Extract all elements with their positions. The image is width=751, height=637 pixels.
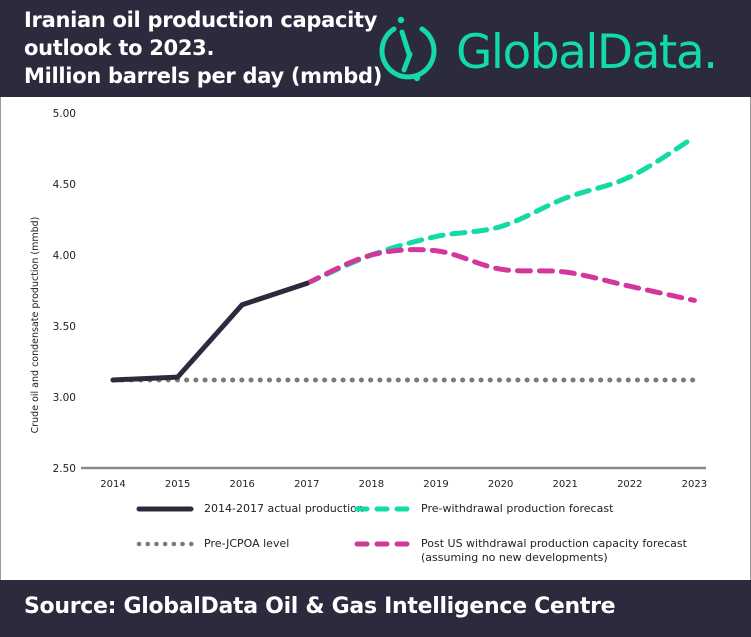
x-tick-label: 2016 [229, 479, 254, 490]
legend-swatch-pre-withdrawal [354, 506, 412, 512]
series-post-withdrawal-line [304, 247, 697, 303]
legend-label-post-line-1: Post US withdrawal production capacity f… [421, 537, 687, 550]
x-tick-label: 2014 [100, 479, 125, 490]
x-tick-label: 2015 [165, 479, 190, 490]
logo-wordmark: GlobalData. [456, 25, 717, 80]
chart-title: Iranian oil production capacity outlook … [24, 6, 382, 90]
legend-label-pre-jcpoa: Pre-JCPOA level [204, 537, 290, 550]
y-tick-label: 2.50 [53, 463, 76, 475]
y-tick-label: 3.50 [53, 321, 76, 333]
x-tick-label: 2018 [359, 479, 384, 490]
legend-swatch-actual [136, 506, 194, 512]
series-pre-withdrawal-line [304, 134, 697, 286]
legend: 2014-2017 actual production Pre-withdraw… [0, 497, 751, 577]
legend-item-pre-jcpoa: Pre-JCPOA level [136, 537, 289, 551]
title-line-3: Million barrels per day (mmbd) [24, 64, 383, 88]
line-chart: 2.50 3.00 3.50 4.00 4.50 5.00 Crude oil and c… [30, 108, 707, 490]
x-tick-label: 2017 [294, 479, 319, 490]
globaldata-logo: GlobalData. [379, 16, 718, 82]
x-tick-label: 2022 [617, 479, 642, 490]
x-tick-label: 2021 [552, 479, 577, 490]
y-tick-label: 5.00 [53, 108, 76, 120]
legend-item-actual: 2014-2017 actual production [136, 502, 364, 516]
x-tick-label: 2019 [423, 479, 448, 490]
legend-item-post-withdrawal: Post US withdrawal production capacity f… [353, 537, 687, 565]
x-axis-labels: 2014 2015 2016 2017 2018 2019 2020 2021 2022 2023 [100, 479, 707, 490]
footer-banner: Source: GlobalData Oil & Gas Intelligenc… [0, 580, 751, 637]
x-tick-label: 2023 [682, 479, 707, 490]
source-note: Source: GlobalData Oil & Gas Intelligenc… [24, 594, 616, 619]
series-layer [110, 134, 697, 383]
y-tick-label: 4.50 [53, 179, 76, 191]
legend-swatch-pre-jcpoa [136, 541, 196, 547]
legend-swatch-post-withdrawal [354, 541, 412, 547]
y-tick-label: 3.00 [53, 392, 76, 404]
y-tick-label: 4.00 [53, 250, 76, 262]
title-line-2: outlook to 2023. [24, 36, 215, 60]
legend-item-pre-withdrawal: Pre-withdrawal production forecast [353, 502, 613, 516]
y-axis-title: Crude oil and condensate production (mmb… [30, 217, 41, 434]
x-tick-label: 2020 [488, 479, 513, 490]
legend-label-post-line-2: (assuming no new developments) [421, 551, 608, 564]
legend-label-actual: 2014-2017 actual production [204, 502, 364, 515]
legend-label-pre-withdrawal: Pre-withdrawal production forecast [421, 502, 614, 515]
legend-label-post-withdrawal: Post US withdrawal production capacity f… [421, 537, 687, 565]
title-line-1: Iranian oil production capacity [24, 8, 378, 32]
series-actual-line [110, 280, 310, 383]
y-axis-labels: 2.50 3.00 3.50 4.00 4.50 5.00 [53, 108, 76, 475]
header-banner: Iranian oil production capacity outlook … [0, 0, 751, 97]
globaldata-logo-icon [379, 26, 437, 80]
